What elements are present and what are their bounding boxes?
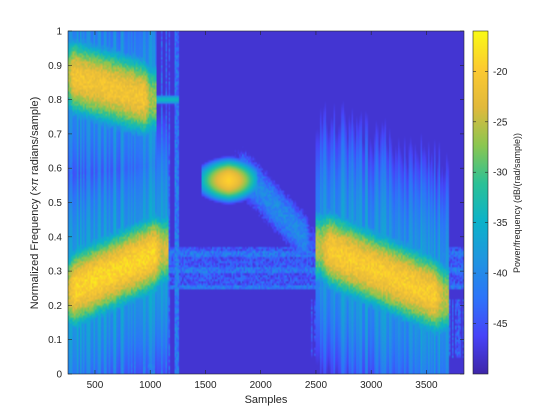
x-axis: 500 1000 1500 2000 2500 3000 3500 <box>87 31 438 391</box>
colorbar-tick-label: -25 <box>493 117 508 128</box>
colorbar-frame <box>472 30 489 375</box>
colorbar-tick-label: -35 <box>493 218 508 229</box>
y-tick-label: 1 <box>56 27 62 38</box>
spectrogram-image <box>68 31 464 374</box>
colorbar-tick-label: -20 <box>493 67 508 78</box>
x-tick-label: 2000 <box>250 380 273 391</box>
x-tick-label: 3500 <box>415 380 438 391</box>
y-tick-label: 0.6 <box>48 164 62 175</box>
colorbar-axis: -45 -40 -35 -30 -25 -20 <box>473 67 508 330</box>
y-tick-label: 0.5 <box>48 198 62 209</box>
x-tick-label: 1500 <box>194 380 217 391</box>
y-tick-label: 0.1 <box>48 335 62 346</box>
y-tick-label: 0.8 <box>48 95 62 106</box>
y-tick-label: 0.3 <box>48 267 62 278</box>
colorbar-label: Power/frequency (dB/(rad/sample)) <box>512 133 522 273</box>
y-tick-label: 0.2 <box>48 301 62 312</box>
x-tick-label: 3000 <box>360 380 383 391</box>
x-tick-label: 2500 <box>305 380 328 391</box>
y-tick-label: 0.7 <box>48 129 62 140</box>
y-tick-label: 0 <box>56 370 62 381</box>
x-tick-label: 1000 <box>139 380 162 391</box>
spectrogram-heatmap <box>68 31 464 374</box>
x-tick-label: 500 <box>87 380 104 391</box>
colorbar-tick-label: -45 <box>493 319 508 330</box>
x-axis-label: Samples <box>245 394 288 406</box>
colorbar-tick-label: -40 <box>493 269 508 280</box>
y-tick-label: 0.4 <box>48 232 62 243</box>
y-axis: 0 0.1 0.2 0.3 0.4 0.5 0.6 0.7 0.8 0.9 1 <box>48 27 464 381</box>
colorbar-tick-label: -30 <box>493 168 508 179</box>
y-axis-label: Normalized Frequency (×π radians/sample) <box>29 97 41 310</box>
colorbar <box>473 31 488 374</box>
y-tick-label: 0.9 <box>48 61 62 72</box>
